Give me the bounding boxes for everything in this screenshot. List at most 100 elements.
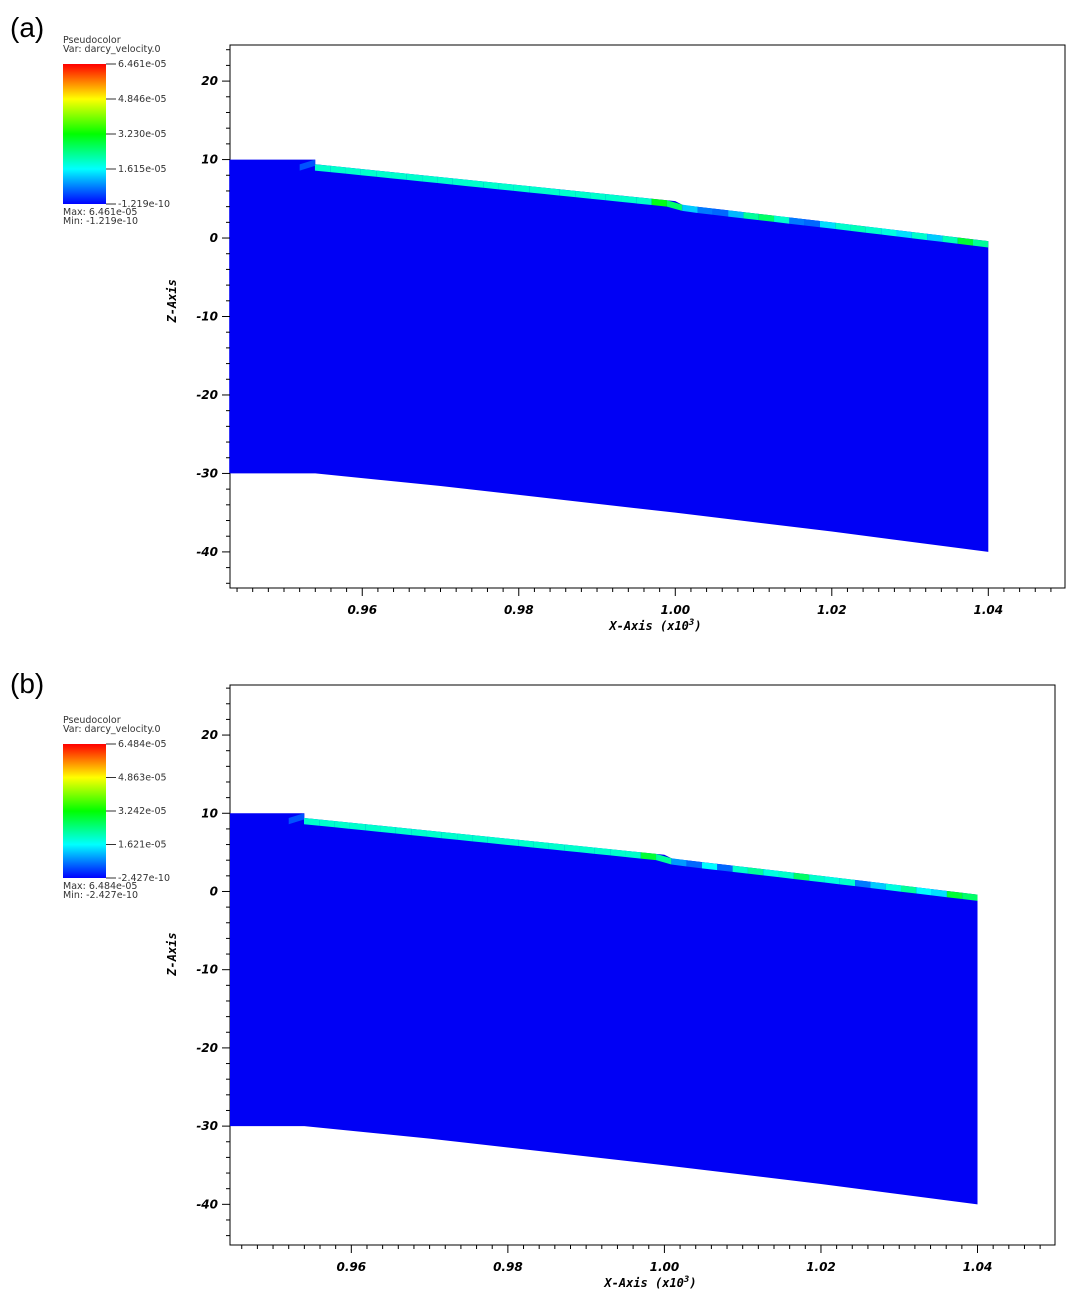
y-tick-label: -10	[196, 310, 218, 324]
surface-cell	[916, 887, 932, 896]
mesh-domain	[230, 813, 978, 1205]
x-axis-title: X-Axis (x103)	[603, 1275, 696, 1290]
x-axis-title-exponent: 3	[688, 618, 694, 628]
colorbar-tick-label: 3.230e-05	[118, 129, 167, 140]
x-tick-label: 1.04	[963, 1260, 993, 1274]
surface-cell	[793, 872, 810, 881]
surface-cell	[621, 195, 637, 204]
surface-cell	[942, 235, 958, 244]
x-tick-label: 1.00	[660, 603, 690, 617]
legend-min: Min: -2.427e-10	[63, 890, 138, 901]
legend-min: Min: -1.219e-10	[63, 216, 138, 227]
x-tick-label: 1.02	[806, 1260, 836, 1274]
surface-cell	[809, 874, 825, 883]
colorbar-tick-label: 6.461e-05	[118, 59, 167, 70]
y-tick-label: 0	[210, 231, 218, 245]
surface-cell	[365, 824, 381, 832]
x-axis-title-text: X-Axis (x10	[603, 1276, 683, 1290]
surface-cell	[656, 853, 672, 865]
panel-label-b: (b)	[10, 668, 45, 699]
surface-cell	[288, 813, 305, 825]
surface-cell	[774, 215, 790, 224]
surface-cell	[395, 827, 412, 836]
colorbar-tick-label: 1.615e-05	[118, 164, 167, 175]
y-axis-title: Z-Axis	[165, 279, 179, 323]
surface-cell	[457, 833, 473, 842]
surface-cell	[564, 844, 580, 853]
surface-cell	[931, 889, 947, 898]
surface-cell	[513, 184, 530, 193]
y-tick-label: -20	[196, 1041, 218, 1055]
surface-cell	[957, 237, 974, 246]
surface-cell	[380, 825, 396, 834]
surface-cell	[870, 881, 886, 890]
legend-max: Max: 6.461e-05	[63, 207, 137, 218]
surface-cell	[314, 164, 331, 173]
surface-cell	[406, 173, 423, 182]
surface-cell	[559, 189, 576, 198]
legend-max: Max: 6.484e-05	[63, 881, 137, 892]
x-axis-title-close: )	[689, 1276, 696, 1290]
x-axis-title-close: )	[694, 619, 701, 633]
surface-cell	[391, 172, 407, 180]
surface-cell	[973, 239, 989, 248]
y-tick-label: 10	[201, 153, 218, 167]
surface-cell	[594, 847, 611, 856]
surface-cell	[610, 849, 626, 857]
surface-cell	[498, 183, 514, 191]
surface-cell	[763, 869, 779, 878]
surface-cell	[304, 818, 320, 826]
surface-cell	[824, 876, 840, 885]
colorbar-tick-label: 4.846e-05	[118, 94, 167, 105]
surface-cell	[962, 892, 978, 901]
x-tick-label: 1.00	[650, 1260, 680, 1274]
surface-cell	[426, 830, 442, 839]
surface-cell	[743, 212, 759, 221]
colorbar-tick-label: -1.219e-10	[118, 199, 170, 210]
colorbar-tick-label: 3.242e-05	[118, 806, 167, 817]
surface-cell	[728, 210, 744, 219]
surface-cell	[946, 890, 963, 900]
surface-cell	[712, 208, 729, 217]
x-tick-label: 0.96	[337, 1260, 367, 1274]
surface-cell	[575, 190, 591, 199]
surface-cell	[502, 838, 519, 847]
surface-cell	[927, 233, 943, 242]
surface-cell	[850, 224, 866, 233]
surface-cell	[717, 863, 733, 872]
surface-cell	[299, 159, 315, 171]
surface-cell	[640, 852, 657, 861]
y-tick-label: 10	[201, 806, 218, 820]
y-tick-label: 20	[201, 74, 218, 88]
x-tick-label: 1.04	[974, 603, 1004, 617]
surface-cell	[349, 822, 366, 831]
y-tick-label: 0	[210, 884, 218, 898]
surface-cell	[334, 821, 350, 829]
legend-variable: Var: darcy_velocity.0	[63, 44, 161, 55]
surface-cell	[544, 187, 560, 196]
surface-cell	[666, 200, 683, 211]
surface-cell	[518, 839, 534, 848]
colorbar-tick-label: 4.863e-05	[118, 773, 167, 784]
y-tick-label: -40	[196, 1197, 218, 1211]
y-tick-label: -30	[196, 1119, 218, 1133]
pseudocolor-plot-b: 20 10 0 -10 -20 -30 -40 0.96 0.98 1.00 1.02 1.04 X-A…	[63, 684, 1056, 1290]
surface-cell	[804, 219, 820, 228]
surface-cell	[472, 835, 488, 843]
x-tick-label: 0.96	[347, 603, 377, 617]
surface-cell	[686, 860, 702, 869]
surface-cell	[533, 841, 549, 850]
surface-cell	[636, 197, 652, 206]
surface-cell	[701, 862, 718, 871]
surface-cell	[855, 879, 871, 889]
x-tick-label: 1.02	[817, 603, 847, 617]
colorbar	[63, 64, 106, 204]
surface-cell	[605, 194, 622, 202]
surface-cell	[900, 885, 917, 894]
legend-title: Pseudocolor	[63, 35, 121, 46]
y-tick-label: 20	[201, 728, 218, 742]
surface-cell	[625, 850, 641, 859]
surface-cell	[881, 228, 897, 237]
surface-cell	[529, 186, 545, 195]
surface-cell	[789, 217, 805, 226]
